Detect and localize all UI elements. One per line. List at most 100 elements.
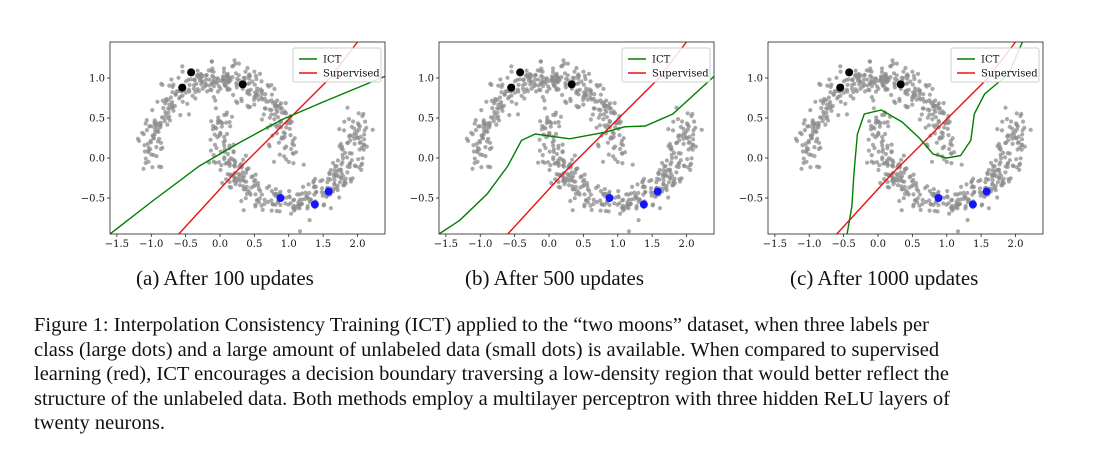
unlabeled-point <box>211 153 216 158</box>
unlabeled-point <box>537 137 542 142</box>
unlabeled-point <box>520 86 525 91</box>
unlabeled-point <box>522 89 527 95</box>
unlabeled-point <box>1007 158 1012 163</box>
unlabeled-point <box>340 160 345 165</box>
unlabeled-point <box>808 108 813 113</box>
unlabeled-point <box>841 90 846 95</box>
unlabeled-point <box>499 90 504 95</box>
unlabeled-point <box>215 89 221 94</box>
unlabeled-point <box>905 76 910 81</box>
x-tick-label: 2.0 <box>350 239 366 250</box>
unlabeled-point <box>551 157 556 162</box>
unlabeled-point <box>337 195 342 200</box>
unlabeled-point <box>869 123 874 129</box>
unlabeled-point <box>971 184 976 190</box>
axes-frame <box>767 41 1044 235</box>
unlabeled-point <box>269 208 274 213</box>
legend-ict-label: ICT <box>981 55 1000 66</box>
unlabeled-point <box>804 148 809 153</box>
unlabeled-point <box>876 149 881 154</box>
unlabeled-point <box>327 170 332 176</box>
unlabeled-point <box>277 103 282 108</box>
unlabeled-point <box>209 88 214 93</box>
x-tick-label: −0.5 <box>173 239 197 250</box>
unlabeled-point <box>340 156 346 161</box>
unlabeled-point <box>678 151 683 156</box>
unlabeled-point <box>1018 113 1023 119</box>
unlabeled-point <box>872 81 877 86</box>
unlabeled-point <box>918 207 923 212</box>
unlabeled-point <box>1010 136 1015 141</box>
unlabeled-point <box>487 146 492 152</box>
unlabeled-point <box>985 170 990 176</box>
unlabeled-point <box>649 193 654 198</box>
unlabeled-point <box>148 138 153 144</box>
unlabeled-point <box>913 198 918 203</box>
unlabeled-point <box>850 78 855 83</box>
unlabeled-point <box>341 128 347 133</box>
unlabeled-point <box>479 165 484 170</box>
x-tick-label: 1.0 <box>281 239 297 250</box>
unlabeled-point <box>844 87 849 92</box>
unlabeled-point <box>992 164 997 169</box>
unlabeled-point <box>271 159 277 164</box>
unlabeled-point <box>221 69 227 75</box>
unlabeled-point <box>524 87 529 92</box>
unlabeled-point <box>880 143 885 148</box>
unlabeled-point <box>879 66 885 71</box>
legend: ICT Supervised <box>621 47 711 83</box>
unlabeled-point <box>253 73 258 78</box>
unlabeled-point <box>624 203 629 208</box>
unlabeled-point <box>583 76 588 82</box>
unlabeled-point <box>517 77 522 82</box>
unlabeled-point <box>232 58 237 63</box>
unlabeled-point <box>497 95 502 100</box>
unlabeled-point <box>605 140 610 145</box>
unlabeled-point <box>145 141 150 146</box>
unlabeled-point <box>507 94 512 99</box>
unlabeled-point <box>512 79 518 84</box>
unlabeled-point <box>257 71 263 76</box>
unlabeled-point <box>540 78 545 83</box>
unlabeled-point <box>884 79 890 85</box>
unlabeled-point <box>793 136 798 141</box>
unlabeled-point <box>601 86 606 91</box>
unlabeled-point <box>600 159 606 164</box>
unlabeled-point <box>901 69 906 74</box>
unlabeled-point <box>825 83 830 88</box>
unlabeled-point <box>500 82 505 87</box>
unlabeled-point <box>176 75 181 80</box>
unlabeled-point <box>352 136 357 141</box>
unlabeled-point <box>940 131 945 136</box>
unlabeled-point <box>576 76 581 81</box>
unlabeled-point <box>616 189 621 194</box>
unlabeled-point <box>183 79 189 84</box>
unlabeled-point <box>539 127 544 132</box>
unlabeled-point <box>885 87 890 92</box>
caption-line: Figure 1: Interpolation Consistency Trai… <box>34 314 929 336</box>
unlabeled-point <box>232 178 237 183</box>
unlabeled-point <box>562 61 567 66</box>
unlabeled-point <box>325 180 330 185</box>
unlabeled-point <box>924 84 929 89</box>
panel-c: −1.5 −1.0 −0.5 0.0 0.5 1.0 1.5 2.0 −0.5 0.0 0.5 1.0… <box>733 40 1063 250</box>
unlabeled-point <box>282 131 287 136</box>
unlabeled-point <box>994 174 999 179</box>
unlabeled-point <box>843 101 848 106</box>
unlabeled-point <box>959 184 964 189</box>
unlabeled-point <box>214 145 219 151</box>
unlabeled-point <box>983 180 988 185</box>
unlabeled-point <box>545 160 551 165</box>
unlabeled-point <box>882 120 887 125</box>
unlabeled-point <box>942 144 947 149</box>
unlabeled-point <box>212 132 217 137</box>
unlabeled-point <box>944 202 949 207</box>
unlabeled-point <box>291 143 297 148</box>
unlabeled-point <box>855 78 861 83</box>
unlabeled-point <box>353 164 358 169</box>
unlabeled-point <box>227 143 232 148</box>
unlabeled-point <box>305 204 310 209</box>
legend-ict-label: ICT <box>652 55 671 66</box>
unlabeled-point <box>356 127 361 132</box>
unlabeled-point <box>597 123 602 128</box>
